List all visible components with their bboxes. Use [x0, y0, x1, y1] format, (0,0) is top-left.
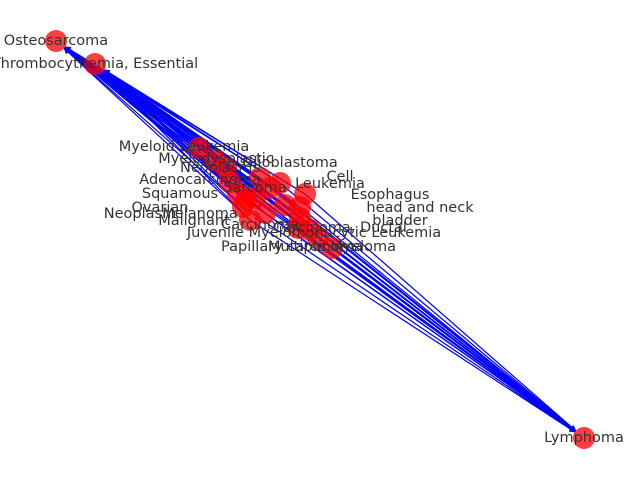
node-label-carcinoma-ductal: Carcinoma, Ductal — [273, 220, 407, 236]
node-label-cell: Cell — [326, 169, 353, 185]
node-label-malignant: Malignant — [158, 213, 230, 229]
node-thrombocythemia[interactable] — [84, 53, 106, 75]
node-esophagus[interactable] — [294, 183, 316, 205]
edge-esophagus-to-thrombocythemia — [103, 69, 306, 195]
node-label-neoplasm: Neoplasm — [104, 206, 176, 222]
node-label-myelodysplastic: Myelodysplastic — [158, 151, 274, 167]
node-myeloid-leukemia[interactable] — [188, 137, 210, 159]
edge-malignant-to-osteosarcoma — [63, 48, 251, 221]
node-label-multiple-myeloma: Multiple Myeloma — [268, 239, 396, 255]
labels-layer: Osteosarcoma Thrombocythemia, Essential My… — [0, 33, 624, 446]
node-label-melanoma: Melanoma — [162, 206, 237, 222]
node-leukemia[interactable] — [269, 172, 291, 194]
edge-squamous-to-lymphoma — [242, 206, 576, 433]
node-label-bladder: bladder — [372, 213, 427, 229]
node-label-myeloid-leukemia: Myeloid Leukemia — [119, 139, 250, 155]
edge-esophagus-to-lymphoma — [304, 193, 577, 432]
node-label-neoplasms: Neoplasms — [180, 160, 260, 176]
node-label-glioblastoma: Glioblastoma — [242, 155, 337, 171]
node-carcinoma[interactable] — [274, 194, 296, 216]
node-osteosarcoma[interactable] — [45, 30, 67, 52]
node-label-sarcoma: Sarcoma — [223, 180, 287, 196]
node-label-papillary-carcinoma: Papillary carcinoma — [221, 239, 363, 255]
node-melanoma[interactable] — [227, 183, 249, 205]
node-label-leukemia: Leukemia — [295, 176, 365, 192]
edge-jmml-to-lymphoma — [309, 229, 576, 432]
edge-cell-to-thrombocythemia — [103, 69, 271, 189]
node-lymphoma[interactable] — [573, 427, 595, 449]
node-sarcoma[interactable] — [244, 187, 266, 209]
node-carcinoma-ductal[interactable] — [287, 217, 309, 239]
node-label-jmml: Juvenile Myelomonocytic Leukemia — [186, 225, 441, 241]
edge-neoplasm-to-lymphoma — [264, 212, 576, 433]
node-label-lymphoma: Lymphoma — [544, 430, 624, 446]
node-label-carcinoma: Carcinoma — [221, 217, 299, 233]
edge-carcinoma-to-osteosarcoma — [64, 46, 286, 206]
node-label-adenocarcinoma: Adenocarcinoma — [139, 172, 260, 188]
edge-malignant-to-lymphoma — [249, 219, 576, 433]
nodes-layer — [45, 30, 595, 449]
edge-melanoma-to-thrombocythemia — [102, 70, 239, 195]
node-label-osteosarcoma: Osteosarcoma — [4, 33, 108, 49]
node-label-squamous: Squamous — [142, 186, 218, 202]
node-label-ovarian: Ovarian — [132, 200, 189, 216]
node-label-head-and-neck: head and neck — [366, 200, 474, 216]
edge-leukemia-to-lymphoma — [279, 182, 577, 432]
edge-leukemia-to-thrombocythemia — [103, 69, 281, 184]
node-label-esophagus: Esophagus — [351, 187, 430, 203]
node-label-thrombocythemia: Thrombocythemia, Essential — [0, 56, 198, 72]
